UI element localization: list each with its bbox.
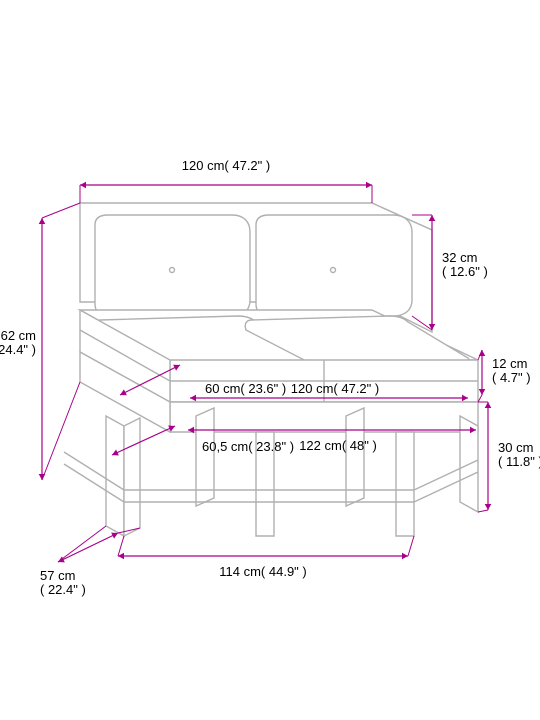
svg-text:( 4.7" ): ( 4.7" ) [492, 370, 531, 385]
svg-text:( 12.6" ): ( 12.6" ) [442, 264, 488, 279]
dimension-diagram: 120 cm( 47.2" ) 32 cm( 12.6" ) 62 cm( 24.4… [0, 0, 540, 720]
svg-text:( 24.4" ): ( 24.4" ) [0, 342, 36, 357]
svg-text:57 cm: 57 cm [40, 568, 75, 583]
svg-text:62 cm: 62 cm [1, 328, 36, 343]
svg-text:122 cm( 48" ): 122 cm( 48" ) [299, 438, 377, 453]
svg-text:12 cm: 12 cm [492, 356, 527, 371]
svg-text:60,5 cm( 23.8" ): 60,5 cm( 23.8" ) [202, 439, 294, 454]
svg-text:32 cm: 32 cm [442, 250, 477, 265]
svg-text:30 cm: 30 cm [498, 440, 533, 455]
svg-text:( 11.8" ): ( 11.8" ) [498, 454, 540, 469]
svg-text:120 cm( 47.2" ): 120 cm( 47.2" ) [182, 158, 270, 173]
furniture-outline [64, 203, 478, 536]
svg-text:60 cm( 23.6" ): 60 cm( 23.6" ) [205, 381, 286, 396]
svg-text:120 cm( 47.2" ): 120 cm( 47.2" ) [291, 381, 379, 396]
svg-text:114 cm( 44.9" ): 114 cm( 44.9" ) [219, 564, 306, 579]
svg-text:( 22.4" ): ( 22.4" ) [40, 582, 86, 597]
